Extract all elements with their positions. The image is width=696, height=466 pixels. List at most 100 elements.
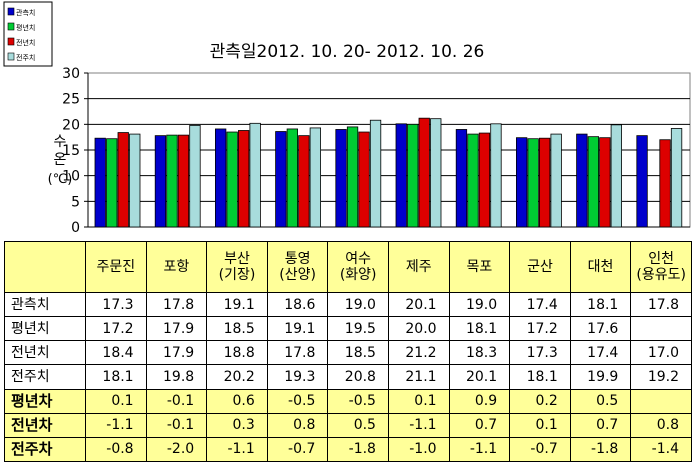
column-header-line: (산양) — [268, 267, 328, 283]
bar-3-3 — [310, 128, 321, 227]
table-cell: 17.9 — [146, 317, 207, 341]
table-cell: 0.5 — [570, 389, 631, 413]
table-cell: 0.7 — [570, 413, 631, 437]
table-cell: -1.1 — [207, 437, 268, 461]
table-cell: 19.0 — [328, 293, 389, 317]
table-cell: -1.1 — [86, 413, 147, 437]
table-cell: -1.8 — [570, 437, 631, 461]
column-header-line: 대천 — [571, 259, 631, 275]
table-cell: 0.5 — [328, 413, 389, 437]
table-cell: 20.1 — [388, 293, 449, 317]
row-label: 전년차 — [5, 413, 86, 437]
column-header: 부산 (기장) — [207, 242, 268, 293]
table-cell — [631, 389, 692, 413]
table-cell: 17.8 — [267, 341, 328, 365]
table-cell: 19.9 — [570, 365, 631, 389]
table-cell: -1.4 — [631, 437, 692, 461]
table-cell: 0.2 — [510, 389, 571, 413]
table-cell: -1.1 — [449, 437, 510, 461]
table-cell: 0.8 — [631, 413, 692, 437]
table-cell: 17.4 — [570, 341, 631, 365]
column-header-line: 군산 — [510, 259, 570, 275]
table-cell: 0.8 — [267, 413, 328, 437]
table-cell: -0.7 — [510, 437, 571, 461]
column-header-line: 포항 — [147, 259, 207, 275]
table-cell: 20.2 — [207, 365, 268, 389]
bar-0-6 — [456, 129, 467, 227]
column-header-line: 부산 — [207, 251, 267, 267]
bar-3-7 — [551, 134, 562, 227]
table-cell: -0.5 — [328, 389, 389, 413]
table-cell: 18.5 — [207, 317, 268, 341]
table-cell: -0.1 — [146, 389, 207, 413]
bar-0-4 — [336, 129, 347, 227]
column-header: 포항 — [146, 242, 207, 293]
table-cell — [631, 317, 692, 341]
bar-0-9 — [637, 136, 648, 227]
column-header: 제주 — [388, 242, 449, 293]
table-cell: 0.7 — [449, 413, 510, 437]
column-header-line: 목포 — [450, 259, 510, 275]
table-cell: 17.9 — [146, 341, 207, 365]
bar-1-8 — [588, 137, 599, 227]
column-header: 군산 — [510, 242, 571, 293]
table-row: 전년차 -1.1 -0.1 0.3 0.8 0.5 -1.1 0.7 0.1 0.7 0.8 — [5, 413, 692, 437]
bar-3-2 — [250, 123, 261, 227]
table-cell: 19.1 — [207, 293, 268, 317]
bar-1-6 — [468, 134, 479, 227]
column-header-line: (화양) — [328, 267, 388, 283]
row-label: 전년치 — [5, 341, 86, 365]
table-row: 전주치 18.1 19.8 20.2 19.3 20.8 21.1 20.1 18.1 19.9 1… — [5, 365, 692, 389]
bar-3-0 — [130, 134, 141, 227]
y-axis-label: 수 — [54, 134, 67, 150]
table-cell: 21.2 — [388, 341, 449, 365]
table-cell: 19.0 — [449, 293, 510, 317]
row-label: 평년치 — [5, 317, 86, 341]
table-cell: 19.3 — [267, 365, 328, 389]
table-row: 관측치 17.3 17.8 19.1 18.6 19.0 20.1 19.0 17.4 18.1 1… — [5, 293, 692, 317]
table-cell: 20.1 — [449, 365, 510, 389]
table-cell: 17.3 — [86, 293, 147, 317]
table-header-row: 주문진 포항 부산 (기장) 통영 (산양) 여수 (화양) 제주 목포 군산 대천 인천 (용유도) — [5, 242, 692, 293]
table-cell: -0.8 — [86, 437, 147, 461]
bar-3-4 — [370, 120, 381, 227]
table-cell: -0.1 — [146, 413, 207, 437]
table-cell: 0.1 — [510, 413, 571, 437]
table-cell: 19.5 — [328, 317, 389, 341]
y-tick-label: 5 — [71, 194, 80, 210]
table-cell: 18.5 — [328, 341, 389, 365]
bar-0-2 — [215, 129, 226, 227]
bar-2-2 — [238, 130, 249, 227]
bar-0-7 — [516, 138, 527, 227]
table-cell: 0.1 — [388, 389, 449, 413]
bar-2-7 — [539, 138, 550, 227]
table-cell: 18.1 — [86, 365, 147, 389]
table-cell: 18.1 — [449, 317, 510, 341]
legend-label-3: 전주치 — [16, 53, 35, 62]
table-cell: 18.6 — [267, 293, 328, 317]
y-tick-label: 20 — [62, 117, 80, 133]
table-corner-cell — [5, 242, 86, 293]
bar-3-6 — [491, 124, 502, 227]
table-cell: 19.1 — [267, 317, 328, 341]
bar-3-1 — [190, 125, 201, 227]
y-axis-label: (℃) — [48, 172, 73, 187]
bar-1-2 — [227, 132, 238, 227]
table-cell: 18.1 — [510, 365, 571, 389]
table-cell: -1.1 — [388, 413, 449, 437]
bar-2-5 — [419, 118, 430, 227]
temperature-bar-chart: 0 5 10 15 20 25 30 관측일2012. 10. 20- 2012. 10. 2… — [0, 0, 696, 241]
bar-3-9 — [671, 128, 682, 227]
bar-3-5 — [431, 119, 442, 227]
legend-label-0: 관측치 — [16, 8, 35, 17]
table-row: 전년치 18.4 17.9 18.8 17.8 18.5 21.2 18.3 17.3 17.4 1… — [5, 341, 692, 365]
bar-0-1 — [155, 136, 166, 227]
table-cell: 18.8 — [207, 341, 268, 365]
table-cell: 17.2 — [510, 317, 571, 341]
table-cell: 0.6 — [207, 389, 268, 413]
table-row: 평년차 0.1 -0.1 0.6 -0.5 -0.5 0.1 0.9 0.2 0.5 — [5, 389, 692, 413]
column-header-line: (기장) — [207, 267, 267, 283]
chart-title: 관측일2012. 10. 20- 2012. 10. 26 — [210, 42, 485, 62]
table-cell: 18.1 — [570, 293, 631, 317]
legend-label-1: 평년치 — [16, 23, 35, 32]
